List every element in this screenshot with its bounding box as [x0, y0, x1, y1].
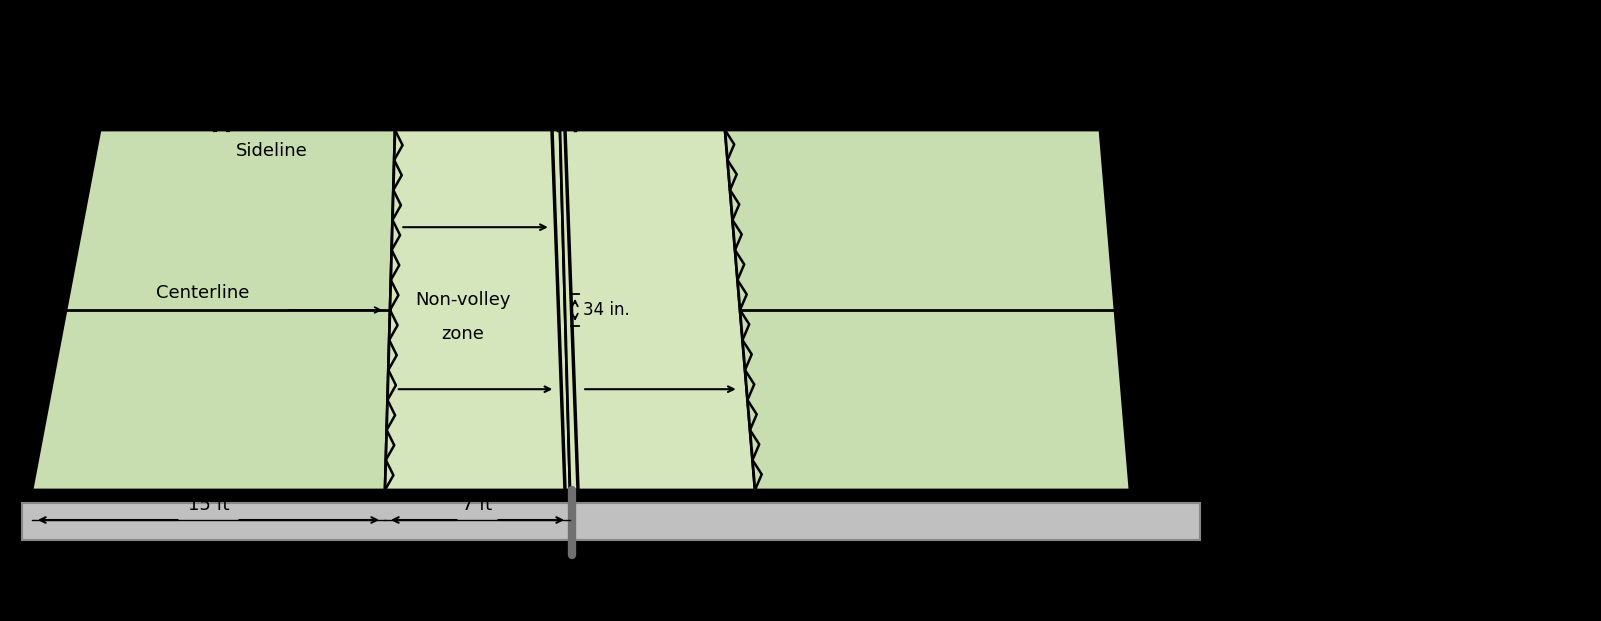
- Text: 34 in.: 34 in.: [583, 301, 629, 319]
- Text: Non-volley: Non-volley: [415, 291, 511, 309]
- Text: 10 ft: 10 ft: [1230, 301, 1271, 319]
- Text: zone: zone: [440, 325, 484, 343]
- Text: 15 ft: 15 ft: [187, 496, 229, 514]
- Polygon shape: [560, 130, 756, 490]
- Polygon shape: [32, 130, 395, 490]
- Polygon shape: [22, 503, 1201, 540]
- Polygon shape: [384, 130, 570, 490]
- Text: Centerline: Centerline: [155, 284, 248, 302]
- Text: Baseline: Baseline: [6, 254, 24, 330]
- Polygon shape: [725, 130, 1130, 490]
- Text: Sideline: Sideline: [235, 142, 307, 160]
- Text: 7 ft: 7 ft: [463, 496, 493, 514]
